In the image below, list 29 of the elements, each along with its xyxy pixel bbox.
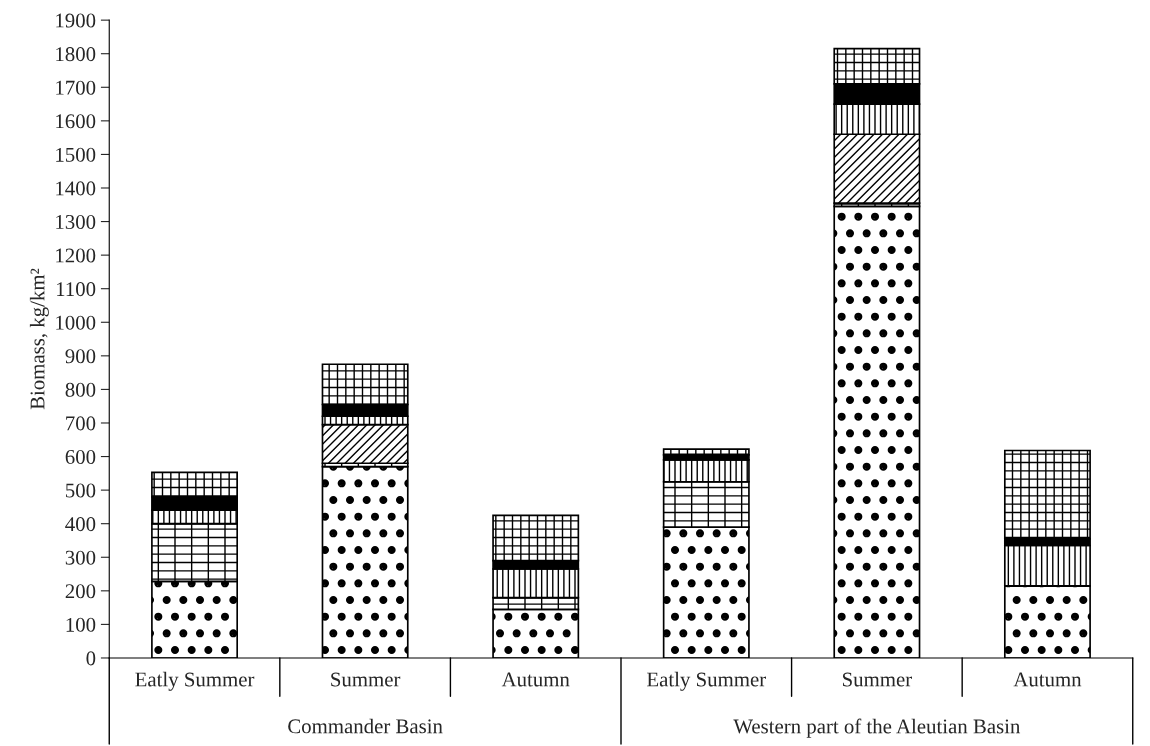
y-tick-label: 1400 xyxy=(56,181,96,196)
text: Commander Basin xyxy=(288,718,443,734)
y-tick-label: 0 xyxy=(86,651,96,666)
x-tick-label: Eatly Summer xyxy=(647,671,766,691)
y-tick-label: 1200 xyxy=(56,248,96,263)
y-tick-label: 800 xyxy=(65,382,96,397)
y-tick-label: 100 xyxy=(66,617,96,632)
y-tick-label: 1300 xyxy=(56,214,96,229)
x-tick-label: Autumn xyxy=(1013,672,1082,687)
y-tick-label: 600 xyxy=(65,449,96,464)
y-tick-label: 1100 xyxy=(57,282,96,297)
text: Western part of the Aleutian Basin xyxy=(733,718,1021,738)
x-tick-label: Autumn xyxy=(501,672,570,687)
y-tick-label: 1800 xyxy=(56,47,96,62)
y-tick-label: 400 xyxy=(65,517,96,532)
y-tick-label: 200 xyxy=(65,584,96,599)
y-tick-label: 1500 xyxy=(56,147,96,162)
y-tick-label: 1000 xyxy=(56,315,96,330)
y-tick-label: 1600 xyxy=(56,114,96,129)
x-tick-label: Eatly Summer xyxy=(135,671,255,691)
y-tick-label: 500 xyxy=(66,483,96,498)
y-tick-label: 900 xyxy=(65,349,96,364)
y-tick-label: 700 xyxy=(66,416,96,431)
y-tick-label: 300 xyxy=(65,550,96,565)
x-tick-label: Summer xyxy=(331,672,401,687)
y-tick-label: 1700 xyxy=(56,80,96,95)
y-tick-label: 1900 xyxy=(56,13,96,28)
x-tick-label: Summer xyxy=(842,672,912,687)
y-axis-title: Biomass, kg/km² xyxy=(29,268,49,410)
